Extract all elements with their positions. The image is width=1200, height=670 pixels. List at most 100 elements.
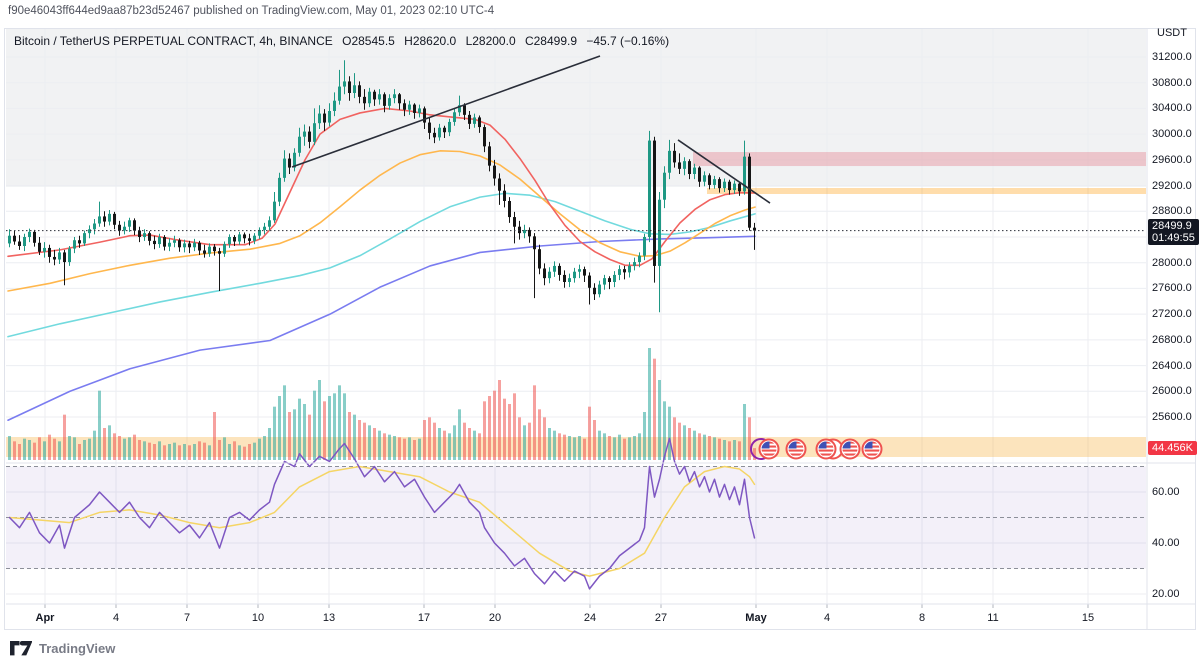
circled-us-flag-emoji[interactable] — [839, 438, 861, 460]
volume-bar — [58, 441, 61, 460]
time-axis-label[interactable]: 11 — [987, 612, 999, 624]
ohlc-low: L28200.0 — [465, 34, 516, 48]
time-axis-label[interactable]: 17 — [417, 612, 431, 624]
volume-bar — [648, 348, 651, 460]
candle-body — [648, 140, 651, 237]
candle-body — [558, 265, 561, 275]
candle-body — [233, 237, 236, 242]
volume-bar — [338, 385, 341, 460]
time-axis-label[interactable]: 24 — [583, 612, 597, 624]
volume-bar — [643, 412, 646, 460]
tradingview-brand-text[interactable]: TradingView — [39, 641, 116, 656]
ascending-trendline[interactable] — [291, 55, 601, 168]
footer: TradingView — [10, 641, 115, 656]
bar-countdown: 01:49:55 — [1152, 231, 1195, 244]
candle-body — [723, 181, 726, 189]
candle-body — [258, 229, 261, 236]
candle-body — [148, 233, 151, 241]
volume-bar — [103, 428, 106, 460]
rsi-line[interactable] — [8, 437, 756, 590]
candle-body — [533, 236, 536, 250]
volume-bar — [653, 358, 656, 460]
circled-us-flag-emoji[interactable] — [758, 438, 780, 460]
price-axis-currency[interactable]: USDT — [1157, 27, 1187, 39]
volume-bar — [183, 444, 186, 460]
candle-body — [563, 274, 566, 282]
ma-orange-line[interactable] — [7, 150, 756, 292]
time-axis-label[interactable]: 13 — [322, 612, 336, 624]
time-axis-label[interactable]: 8 — [918, 612, 926, 624]
rsi-ma-line[interactable] — [8, 465, 756, 577]
tradingview-logo-icon[interactable] — [10, 641, 32, 656]
candle-body — [198, 242, 201, 251]
volume-bar — [343, 393, 346, 460]
candle-body — [73, 240, 76, 249]
volume-bar — [538, 409, 541, 460]
volume-bar — [693, 430, 696, 460]
price-axis-label: 29600.0 — [1152, 153, 1192, 166]
ma-cyan-line[interactable] — [7, 192, 756, 338]
volume-bar — [588, 406, 591, 460]
candle-body — [168, 242, 171, 247]
candle-body — [253, 235, 256, 241]
candle-body — [8, 235, 11, 244]
time-axis-label[interactable]: 20 — [488, 612, 502, 624]
volume-bar — [658, 380, 661, 460]
candle-body — [578, 269, 581, 272]
candle-body — [293, 152, 296, 168]
volume-bar — [543, 417, 546, 460]
time-axis-label[interactable]: 15 — [1081, 612, 1095, 624]
candle-body — [268, 220, 271, 227]
volume-bar — [523, 425, 526, 460]
candle-body — [88, 229, 91, 234]
last-price-value: 28499.9 — [1152, 219, 1192, 232]
time-axis-label[interactable]: May — [745, 612, 767, 624]
candle-body — [243, 234, 246, 239]
volume-bar — [583, 438, 586, 460]
candle-body — [678, 162, 681, 169]
candle-body — [28, 231, 31, 237]
volume-bar — [448, 433, 451, 460]
volume-bar — [278, 396, 281, 460]
price-axis-label: 26800.0 — [1152, 333, 1192, 346]
circled-us-flag-emoji[interactable] — [861, 438, 883, 460]
volume-bar — [738, 441, 741, 460]
candle-body — [743, 156, 746, 192]
volume-bar — [248, 444, 251, 460]
volume-bar — [743, 404, 746, 460]
candle-body — [728, 181, 731, 191]
volume-bar — [8, 436, 11, 460]
volume-bar — [383, 433, 386, 460]
candle-body — [53, 256, 56, 260]
time-axis-label[interactable]: 27 — [654, 612, 668, 624]
time-axis-label[interactable]: 7 — [183, 612, 191, 624]
volume-bar — [418, 438, 421, 460]
volume-bar — [393, 436, 396, 460]
volume-bar — [368, 425, 371, 460]
time-axis-label[interactable]: 4 — [112, 612, 120, 624]
volume-bar — [698, 433, 701, 460]
symbol-legend[interactable]: Bitcoin / TetherUS PERPETUAL CONTRACT, 4… — [14, 34, 675, 48]
candle-body — [703, 175, 706, 182]
time-axis-label[interactable]: 10 — [251, 612, 265, 624]
volume-bar — [613, 437, 616, 460]
circled-us-flag-emoji[interactable] — [785, 438, 807, 460]
support-level-zone[interactable] — [707, 188, 1146, 194]
candle-body — [188, 243, 191, 248]
candle-body — [218, 251, 221, 254]
candle-body — [508, 201, 511, 218]
supply-zone[interactable] — [693, 152, 1146, 167]
candle-body — [683, 161, 686, 169]
candle-body — [228, 237, 231, 245]
volume-bar — [483, 401, 486, 460]
symbol-title[interactable]: Bitcoin / TetherUS PERPETUAL CONTRACT, 4… — [14, 34, 333, 48]
price-axis-label: 29200.0 — [1152, 179, 1192, 192]
time-axis-label[interactable]: 4 — [823, 612, 831, 624]
candle-body — [428, 122, 431, 133]
candle-body — [13, 235, 16, 242]
time-axis-label[interactable]: Apr — [35, 612, 55, 624]
circled-us-flag-emoji[interactable] — [815, 438, 837, 460]
descending-trendline[interactable] — [677, 139, 771, 204]
price-axis-label: 27200.0 — [1152, 308, 1192, 321]
